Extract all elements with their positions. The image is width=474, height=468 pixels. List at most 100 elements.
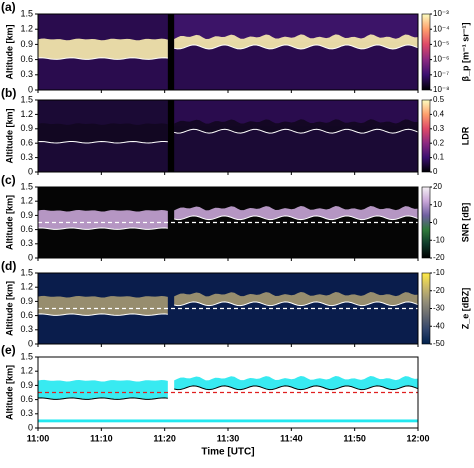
colorbar-tick-label: -10	[433, 235, 445, 244]
y-tick-label: 0.6	[20, 224, 33, 234]
cloud-layer	[174, 34, 418, 49]
colorbar-tick-label: -20	[433, 253, 445, 262]
y-tick-label: 0.3	[20, 69, 33, 79]
panel-label: (d)	[1, 259, 16, 273]
gap-column	[167, 100, 175, 172]
cloud-base	[38, 227, 168, 230]
colorbar-tick-label: 10	[433, 200, 442, 209]
y-tick-label: 1.5	[20, 351, 33, 361]
colorbar-tick-label: 10⁻⁶	[433, 55, 449, 64]
cloud-base	[38, 57, 168, 60]
y-tick-label: 0.6	[20, 54, 33, 64]
y-tick-label: 1.5	[20, 267, 33, 277]
cloud-layer	[38, 38, 168, 60]
panel	[38, 273, 418, 344]
colorbar-tick-label: 0.2	[433, 138, 445, 147]
colorbar-tick-label: 10⁻⁷	[433, 70, 449, 79]
gap-column	[167, 14, 175, 90]
panel-label: (c)	[1, 173, 16, 187]
y-tick-label: 0.3	[20, 408, 33, 418]
cloud-base	[174, 215, 418, 221]
y-tick-label: 1.5	[20, 8, 33, 18]
y-tick-label: 0.9	[20, 210, 33, 220]
colorbar	[421, 186, 431, 259]
surface-band	[38, 419, 418, 423]
cloud-layer	[174, 375, 418, 390]
y-tick-label: 0.6	[20, 310, 33, 320]
y-tick-label: 0	[28, 422, 33, 432]
y-tick-label: 0	[28, 166, 33, 176]
cloud-base	[174, 128, 418, 134]
colorbar-tick-label: 20	[433, 182, 442, 191]
y-tick-label: 0	[28, 252, 33, 262]
y-tick-label: 0.3	[20, 238, 33, 248]
colorbar-tick-label: 10⁻⁵	[433, 40, 449, 49]
y-tick-label: 0	[28, 84, 33, 94]
colorbar-label: SNR [dB]	[460, 203, 470, 243]
colorbar-label: β_p [m⁻¹ sr⁻¹]	[460, 23, 470, 82]
cloud-layer	[174, 119, 418, 134]
y-axis-label: Altitude [km]	[4, 24, 14, 79]
y-axis-label: Altitude [km]	[4, 195, 14, 250]
x-tick-label: 12:00	[406, 433, 429, 443]
x-tick-label: 11:00	[27, 433, 50, 443]
y-tick-label: 0.9	[20, 123, 33, 133]
colorbar-tick-label: 0.1	[433, 153, 445, 162]
colorbar-label: LDR	[460, 126, 470, 145]
y-tick-label: 0.3	[20, 152, 33, 162]
y-tick-label: 0	[28, 338, 33, 348]
panel	[38, 187, 418, 258]
cloud-layer	[38, 379, 168, 400]
colorbar	[421, 272, 431, 345]
colorbar-tick-label: 0	[433, 218, 438, 227]
panel-label: (b)	[1, 86, 16, 100]
colorbar-tick-label: 10⁻⁴	[433, 24, 450, 33]
y-tick-label: 1.2	[20, 196, 33, 206]
cloud-base	[174, 385, 418, 391]
y-tick-label: 0.3	[20, 324, 33, 334]
panel	[38, 357, 418, 428]
x-tick-label: 11:20	[153, 433, 176, 443]
x-tick-label: 11:10	[90, 433, 113, 443]
x-tick-label: 11:40	[280, 433, 303, 443]
colorbar-tick-label: -50	[433, 339, 445, 348]
y-tick-label: 0.9	[20, 296, 33, 306]
colorbar-tick-label: 0.5	[433, 95, 445, 104]
y-axis-label: Altitude [km]	[4, 108, 14, 163]
x-tick-label: 11:50	[343, 433, 366, 443]
cloud-base	[38, 140, 168, 144]
colorbar-tick-label: 0	[433, 167, 438, 176]
y-tick-label: 0.9	[20, 380, 33, 390]
panel-label: (e)	[1, 343, 16, 357]
y-axis-label: Altitude [km]	[4, 365, 14, 420]
cloud-layer	[174, 291, 418, 306]
colorbar-tick-label: -20	[433, 286, 445, 295]
cloud-base	[174, 301, 418, 307]
y-tick-label: 0.9	[20, 39, 33, 49]
cloud-base	[38, 397, 168, 400]
y-tick-label: 1.5	[20, 181, 33, 191]
x-axis-label: Time [UTC]	[201, 447, 254, 458]
colorbar-tick-label: 0.4	[433, 110, 445, 119]
y-tick-label: 1.2	[20, 366, 33, 376]
panel	[38, 14, 418, 90]
y-axis-label: Altitude [km]	[4, 281, 14, 336]
cloud-layer	[38, 209, 168, 230]
y-tick-label: 1.2	[20, 282, 33, 292]
y-tick-label: 1.5	[20, 94, 33, 104]
colorbar-tick-label: 10⁻⁸	[433, 85, 450, 94]
cloud-base	[38, 313, 168, 316]
cloud-layer	[174, 205, 418, 220]
colorbar	[421, 13, 431, 91]
cloud-layer	[38, 123, 168, 144]
colorbar-tick-label: -40	[433, 321, 445, 330]
colorbar	[421, 99, 431, 173]
colorbar-tick-label: 10⁻³	[433, 9, 449, 18]
panel	[38, 100, 418, 172]
colorbar-tick-label: -30	[433, 304, 445, 313]
y-tick-label: 0.6	[20, 138, 33, 148]
cloud-layer	[38, 295, 168, 316]
colorbar-label: Z_e [dBZ]	[460, 288, 470, 330]
colorbar-tick-label: 0.3	[433, 124, 445, 133]
